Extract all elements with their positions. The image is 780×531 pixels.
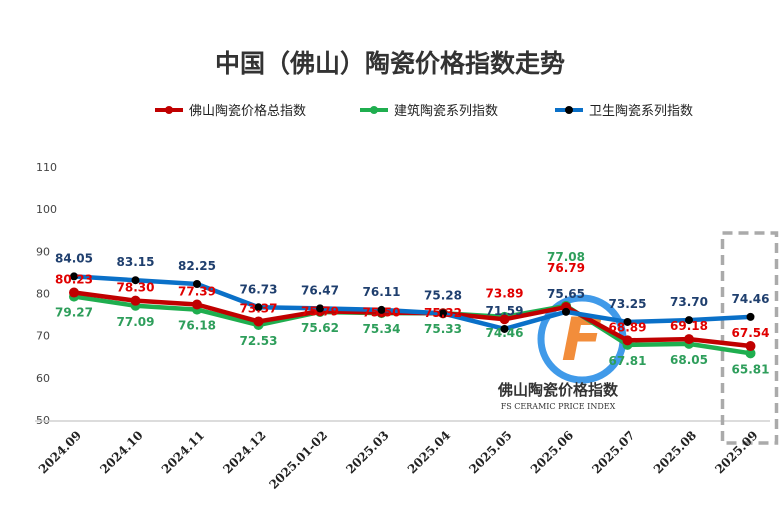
data-label-0: 69.18: [670, 319, 708, 333]
data-label-1: 74.46: [486, 326, 524, 340]
x-tick-label: 2025.07: [589, 428, 637, 476]
data-point-2: [316, 304, 324, 313]
data-label-0: 75.79: [301, 304, 339, 318]
data-point-2: [439, 309, 447, 318]
data-label-2: 71.59: [486, 304, 524, 318]
data-label-0: 67.54: [732, 326, 770, 340]
watermark-cn: 佛山陶瓷价格指数: [497, 381, 619, 399]
data-label-0: 77.39: [178, 285, 216, 299]
data-label-2: 83.15: [117, 255, 155, 269]
data-point-1: [745, 348, 756, 359]
data-point-0: [684, 334, 694, 345]
data-label-1: 77.08: [547, 250, 585, 264]
watermark-en: FS CERAMIC PRICE INDEX: [501, 402, 616, 411]
data-label-1: 68.05: [670, 353, 708, 367]
data-point-2: [500, 324, 509, 333]
x-tick-label: 2025.05: [466, 428, 514, 476]
data-point-2: [193, 280, 201, 289]
legend-label-0: 佛山陶瓷价格总指数: [189, 103, 306, 119]
data-point-2: [254, 303, 263, 312]
data-label-2: 74.46: [732, 292, 770, 306]
x-tick-label: 2024.10: [97, 428, 145, 476]
data-label-2: 84.05: [55, 251, 93, 265]
data-point-0: [745, 341, 756, 352]
data-label-2: 75.65: [547, 287, 585, 301]
data-label-2: 75.28: [424, 288, 462, 302]
data-label-1: 72.53: [240, 334, 278, 348]
data-point-2: [746, 312, 755, 321]
data-point-0: [622, 335, 633, 346]
legend-marker-2: [565, 106, 573, 114]
legend-marker-0: [165, 106, 173, 114]
legend-marker-1: [370, 106, 378, 114]
series-line-2: [73, 274, 751, 332]
x-tick-label: 2025.03: [343, 428, 391, 476]
data-label-2: 76.11: [363, 285, 401, 299]
data-point-2: [377, 305, 386, 314]
x-tick-label: 2024.12: [220, 428, 268, 476]
data-point-0: [69, 287, 79, 298]
data-label-2: 82.25: [178, 259, 216, 273]
data-point-0: [499, 314, 510, 325]
data-point-2: [685, 316, 693, 325]
data-label-1: 76.18: [178, 319, 216, 333]
data-label-2: 76.47: [301, 283, 339, 297]
chart-title: 中国（佛山）陶瓷价格指数走势: [215, 49, 565, 78]
x-tick-label: 2024.11: [159, 428, 207, 476]
data-label-0: 73.37: [240, 301, 278, 315]
data-label-0: 76.79: [547, 261, 585, 275]
x-tick-label: 2025.06: [528, 428, 576, 476]
data-label-1: 75.34: [363, 322, 401, 336]
data-label-0: 75.32: [424, 306, 462, 320]
highlight-box: [720, 231, 779, 445]
data-point-2: [70, 272, 78, 281]
data-label-1: 79.27: [55, 306, 93, 320]
data-point-2: [131, 276, 140, 285]
y-tick-label: 60: [36, 372, 50, 385]
data-label-1: 75.33: [424, 322, 462, 336]
data-label-0: 73.89: [486, 286, 524, 300]
x-tick-label: 2025.08: [651, 428, 699, 476]
data-label-2: 76.73: [240, 282, 278, 296]
y-tick-label: 110: [36, 161, 57, 174]
legend-label-1: 建筑陶瓷系列指数: [394, 103, 498, 119]
data-label-0: 78.30: [117, 281, 155, 295]
data-point-2: [623, 317, 632, 326]
data-label-1: 65.81: [732, 362, 770, 376]
y-tick-label: 90: [36, 245, 50, 258]
data-label-2: 73.25: [609, 297, 647, 311]
data-label-0: 68.89: [609, 320, 647, 334]
y-tick-label: 70: [36, 330, 50, 343]
data-point-0: [192, 299, 202, 310]
data-point-0: [253, 316, 264, 327]
x-tick-label: 2025.09: [712, 428, 760, 476]
legend-label-2: 卫生陶瓷系列指数: [589, 103, 693, 119]
x-tick-label: 2024.09: [36, 428, 84, 476]
data-point-2: [562, 307, 570, 316]
y-tick-label: 100: [36, 203, 57, 216]
x-tick-label: 2025.04: [405, 428, 453, 476]
data-label-1: 77.09: [117, 315, 155, 329]
y-tick-label: 80: [36, 288, 50, 301]
x-tick-label: 2025.01-02: [267, 428, 331, 492]
data-label-0: 80.23: [55, 273, 93, 287]
data-label-1: 67.81: [609, 354, 647, 368]
data-point-0: [130, 295, 141, 306]
data-label-2: 73.70: [670, 295, 708, 309]
data-label-0: 75.50: [363, 305, 401, 319]
data-label-1: 75.62: [301, 321, 339, 335]
